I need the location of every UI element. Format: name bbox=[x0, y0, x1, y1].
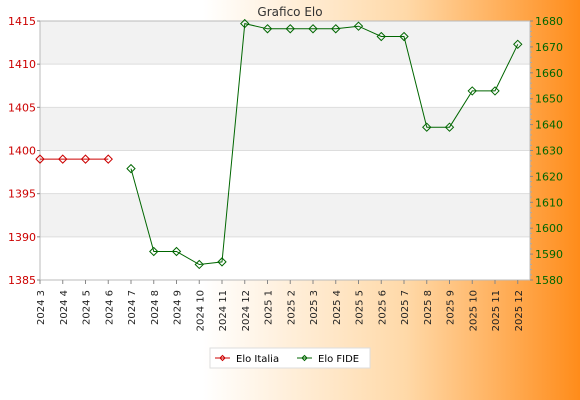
right-tick-label: 1620 bbox=[535, 170, 563, 183]
right-tick-label: 1590 bbox=[535, 248, 563, 261]
x-tick-label: 2024 9 bbox=[173, 290, 184, 325]
x-tick-label: 2025 7 bbox=[400, 290, 411, 325]
x-tick-label: 2025 5 bbox=[355, 290, 366, 325]
x-tick-label: 2024 5 bbox=[82, 290, 93, 325]
data-point-elo-italia bbox=[80, 154, 91, 164]
data-point-elo-fide bbox=[513, 39, 523, 50]
x-tick-label: 2024 8 bbox=[150, 290, 161, 325]
data-point-elo-fide bbox=[444, 122, 455, 132]
right-tick-label: 1630 bbox=[535, 145, 563, 158]
data-point-elo-fide bbox=[262, 24, 273, 34]
x-tick-label: 2025 3 bbox=[309, 290, 320, 325]
left-tick-label: 1395 bbox=[8, 188, 36, 201]
x-tick-label: 2025 10 bbox=[468, 290, 479, 331]
left-tick-label: 1410 bbox=[8, 58, 36, 71]
left-tick-label: 1405 bbox=[8, 101, 36, 114]
x-tick-label: 2025 12 bbox=[514, 290, 525, 331]
legend-marker-elo-italia bbox=[219, 354, 226, 362]
grid-band bbox=[40, 21, 530, 65]
data-point-elo-fide bbox=[353, 21, 364, 31]
x-tick-label: 2024 3 bbox=[36, 290, 47, 325]
data-point-elo-fide bbox=[171, 246, 182, 257]
data-point-elo-italia bbox=[58, 154, 68, 164]
right-tick-label: 1610 bbox=[535, 196, 563, 209]
left-tick-label: 1390 bbox=[8, 231, 36, 244]
x-tick-label: 2024 10 bbox=[195, 290, 206, 331]
data-point-elo-italia bbox=[35, 154, 45, 164]
grid-band bbox=[40, 107, 530, 151]
x-tick-label: 2025 4 bbox=[332, 290, 343, 325]
legend-marker-elo-fide bbox=[301, 354, 308, 362]
left-tick-label: 1400 bbox=[8, 145, 36, 158]
data-point-elo-fide bbox=[126, 163, 136, 174]
data-point-elo-fide bbox=[240, 18, 250, 29]
data-point-elo-italia bbox=[103, 154, 113, 164]
data-point-elo-fide bbox=[376, 31, 386, 42]
legend: Elo Italia Elo FIDE bbox=[209, 347, 371, 369]
legend-box bbox=[209, 347, 371, 369]
x-tick-label: 2024 6 bbox=[104, 290, 115, 325]
data-point-elo-fide bbox=[308, 24, 318, 34]
legend-label-elo-fide: Elo FIDE bbox=[318, 354, 359, 365]
right-tick-label: 1680 bbox=[535, 15, 563, 28]
right-tick-label: 1580 bbox=[535, 274, 563, 287]
right-tick-label: 1640 bbox=[535, 119, 563, 132]
series-line-elo-fide bbox=[130, 22, 519, 266]
right-tick-label: 1670 bbox=[535, 41, 563, 54]
x-tick-label: 2025 1 bbox=[264, 290, 275, 325]
chart-title: Grafico Elo bbox=[257, 5, 322, 19]
data-point-elo-fide bbox=[399, 31, 409, 42]
data-point-elo-fide bbox=[217, 257, 227, 267]
x-tick-label: 2025 11 bbox=[491, 290, 502, 331]
x-tick-label: 2025 8 bbox=[423, 290, 434, 325]
x-tick-label: 2024 4 bbox=[59, 290, 70, 325]
data-point-elo-fide bbox=[331, 24, 341, 34]
legend-label-elo-italia: Elo Italia bbox=[236, 354, 279, 365]
data-point-elo-fide bbox=[194, 259, 204, 270]
right-tick-label: 1660 bbox=[535, 67, 563, 80]
left-tick-label: 1415 bbox=[8, 15, 36, 28]
right-tick-label: 1650 bbox=[535, 93, 563, 106]
data-point-elo-fide bbox=[422, 122, 432, 132]
left-tick-label: 1385 bbox=[8, 274, 36, 287]
data-point-elo-fide bbox=[149, 246, 159, 257]
x-tick-label: 2025 9 bbox=[446, 290, 457, 325]
data-point-elo-fide bbox=[467, 86, 477, 96]
x-tick-label: 2025 6 bbox=[377, 290, 388, 325]
x-tick-label: 2024 12 bbox=[241, 290, 252, 331]
x-tick-label: 2025 2 bbox=[286, 290, 297, 325]
data-point-elo-fide bbox=[490, 86, 500, 96]
right-tick-label: 1600 bbox=[535, 222, 563, 235]
x-tick-label: 2024 11 bbox=[218, 290, 229, 331]
data-point-elo-fide bbox=[285, 24, 295, 34]
grid-band bbox=[40, 193, 530, 237]
x-tick-label: 2024 7 bbox=[127, 290, 138, 325]
